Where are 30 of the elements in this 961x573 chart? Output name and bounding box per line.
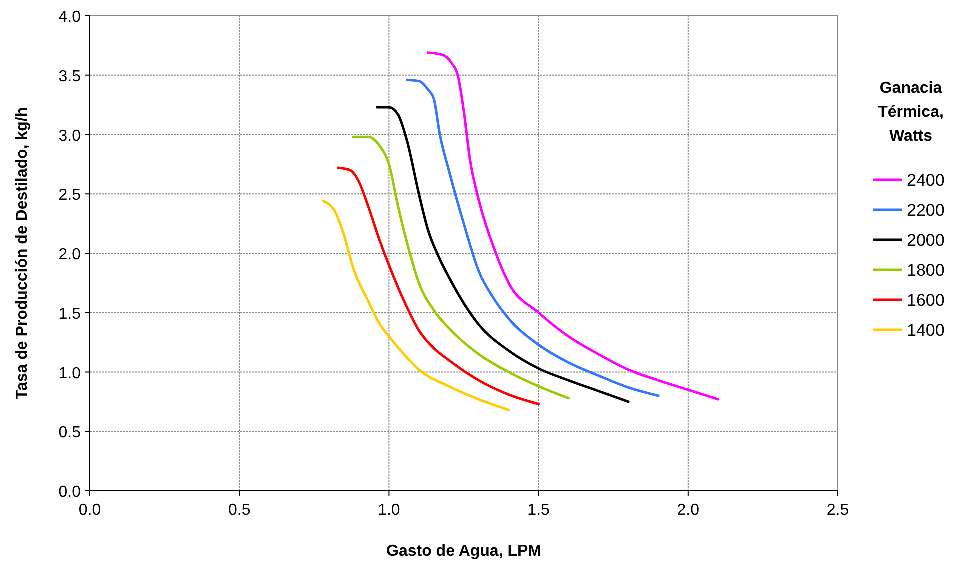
y-tick-label: 2.5 [58,187,82,204]
y-tick-label: 0.5 [58,424,82,442]
legend-label: 2000 [907,231,945,250]
line-series [352,136,570,400]
legend-label: 2400 [907,171,945,190]
x-tick-label: 0.0 [78,502,102,519]
y-tick-label: 1.0 [58,365,82,382]
y-tick-label: 1.5 [58,306,82,323]
line-series [337,166,540,406]
line-series [406,78,660,398]
y-tick-label: 3.5 [58,68,82,86]
y-tick-label: 3.0 [58,128,82,145]
x-tick-label: 1.5 [528,502,550,519]
line-series [376,106,630,404]
legend-label: 1400 [907,321,945,340]
x-tick-label: 2.5 [826,502,850,519]
line-series [322,200,510,412]
x-axis-title: Gasto de Agua, LPM [386,543,542,560]
legend-label: 1800 [907,261,945,280]
x-tick-label: 1.0 [378,502,400,519]
y-axis-title: Tasa de Producción de Destilado, kg/h [14,107,31,400]
y-tick-label: 4.0 [58,9,82,26]
x-tick-label: 0.5 [228,502,251,519]
y-tick-label: 2.0 [58,246,82,264]
legend-label: 1600 [907,291,945,310]
legend-title: Ganacia Térmica, Watts [878,80,944,145]
legend-label: 2200 [907,201,945,220]
x-tick-label: 2.0 [677,502,700,519]
line-series [426,52,720,401]
y-tick-label: 0.0 [58,484,82,501]
